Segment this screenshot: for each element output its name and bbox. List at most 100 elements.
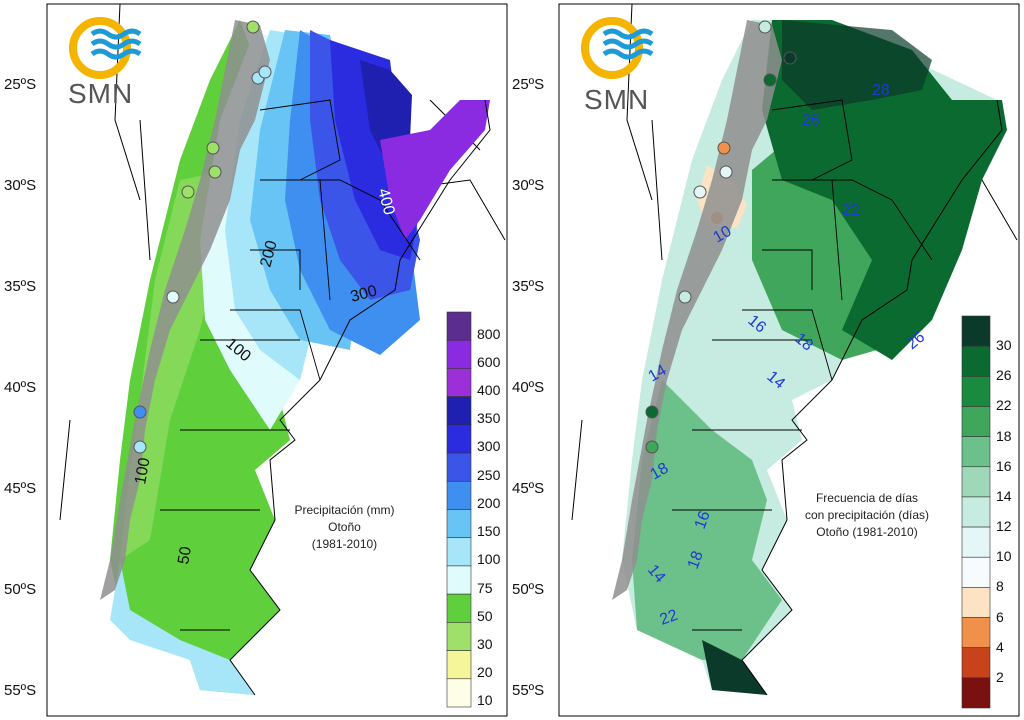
- andes-relief: [612, 20, 782, 600]
- legend-swatch: [446, 368, 472, 397]
- precipitation-map: 400 200 300 100 100 50: [46, 3, 508, 717]
- legend-swatch: [446, 565, 472, 595]
- frequency-map-panel: 28 26 22 10 16 18 14 14 18 18 16 14 22 2…: [512, 0, 1024, 720]
- station-dot: [645, 405, 659, 419]
- legend-label: 10: [477, 692, 493, 709]
- contour-label-300: 300: [349, 283, 379, 306]
- latitude-label: 35ºS: [4, 278, 37, 295]
- waves-icon: [90, 28, 142, 60]
- logo-text: SMN: [584, 84, 650, 115]
- legend-label: 200: [477, 494, 501, 511]
- station-dot: [258, 65, 272, 79]
- legend-swatch: [446, 593, 472, 623]
- station-dot: [246, 20, 260, 34]
- frequency-legend: [961, 315, 991, 709]
- legend-swatch: [961, 466, 991, 498]
- smn-logo: [69, 17, 142, 79]
- station-dot: [678, 290, 692, 304]
- map-title-line1: Frecuencia de días: [815, 491, 919, 505]
- legend-swatch: [961, 376, 991, 407]
- region-verydark: [782, 20, 932, 110]
- contour-label-50: 50: [175, 545, 195, 566]
- station-dot: [763, 73, 777, 87]
- legend-label: 400: [477, 382, 501, 398]
- frequency-map: 28 26 22 10 16 18 14 14 18 18 16 14 22 2…: [558, 3, 1020, 717]
- legend-swatch: [961, 647, 991, 679]
- legend-label: 2: [996, 668, 1004, 685]
- legend-label: 600: [477, 353, 501, 370]
- legend-label: 150: [477, 523, 501, 540]
- legend-label: 75: [477, 579, 493, 596]
- station-dot: [645, 440, 659, 454]
- legend-swatch: [961, 406, 991, 437]
- sun-icon: [69, 17, 131, 79]
- legend-label: 350: [477, 410, 501, 427]
- station-dot: [206, 141, 220, 155]
- legend-label: 16: [996, 457, 1012, 474]
- map-title: Frecuencia de días con precipitación (dí…: [772, 490, 962, 541]
- map-title: Precipitación (mm) Otoño (1981-2010): [262, 502, 427, 553]
- legend-swatch: [446, 396, 472, 426]
- andes-relief: [100, 20, 270, 600]
- map-title-line2: Otoño: [328, 520, 361, 534]
- latitude-label: 40ºS: [4, 379, 37, 396]
- station-dot: [166, 290, 180, 304]
- map-title-line3: (1981-2010): [311, 537, 378, 551]
- legend-swatch: [446, 339, 472, 369]
- station-dot: [717, 141, 731, 155]
- station-dot: [758, 20, 772, 34]
- legend-swatch: [961, 345, 991, 377]
- latitude-label: 50ºS: [4, 581, 37, 598]
- latitude-label: 25ºS: [4, 76, 37, 93]
- contour-label: 22: [842, 202, 860, 219]
- legend-label: 4: [996, 638, 1004, 655]
- legend-label: 8: [996, 578, 1004, 595]
- station-dot: [783, 51, 797, 65]
- latitude-label: 30ºS: [512, 177, 545, 194]
- map-title-line1: Precipitación (mm): [294, 503, 395, 517]
- legend-swatch: [446, 678, 472, 708]
- precipitation-map-panel: 400 200 300 100 100 50 SMN 25ºS 30ºS 35ºS 4…: [4, 3, 508, 717]
- legend-swatch: [446, 650, 472, 680]
- latitude-label: 50ºS: [512, 581, 545, 598]
- province-borders: [672, 99, 933, 631]
- legend-swatch: [446, 480, 472, 510]
- province-borders: [160, 99, 421, 631]
- legend-label: 250: [477, 466, 501, 483]
- legend-swatch: [446, 622, 472, 651]
- latitude-label: 55ºS: [512, 682, 545, 699]
- region-southtip: [702, 640, 767, 695]
- smn-logo: [581, 17, 654, 79]
- legend-swatch: [961, 315, 991, 347]
- legend-label: 800: [477, 325, 501, 342]
- legend-swatch: [961, 496, 991, 528]
- contour-label: 10: [711, 223, 735, 247]
- contour-label: 18: [685, 549, 707, 572]
- legend-label: 22: [996, 397, 1012, 414]
- latitude-label: 45ºS: [512, 480, 545, 497]
- legend-label: 6: [996, 608, 1004, 625]
- contour-label: 18: [648, 460, 672, 484]
- latitude-label: 25ºS: [512, 76, 545, 93]
- legend-label: 30: [477, 635, 493, 652]
- legend-swatch: [961, 677, 991, 709]
- map-title-line2: con precipitación (días): [804, 508, 930, 522]
- legend-swatch: [446, 424, 472, 454]
- contour-label: 22: [658, 607, 681, 629]
- legend-label: 100: [477, 551, 501, 568]
- legend-label: 30: [996, 337, 1012, 354]
- waves-icon: [602, 28, 654, 60]
- station-dot: [133, 440, 147, 454]
- station-dot: [208, 165, 222, 179]
- contour-label: 14: [646, 362, 670, 386]
- legend-swatch: [961, 617, 991, 648]
- legend-swatch: [446, 311, 472, 341]
- legend-swatch: [961, 526, 991, 558]
- contour-label: 26: [802, 112, 820, 129]
- station-dot: [719, 165, 733, 179]
- legend-label: 10: [996, 548, 1012, 565]
- legend-swatch: [961, 436, 991, 468]
- coastline: [229, 99, 491, 696]
- contour-label-400: 400: [374, 187, 397, 217]
- latitude-label: 35ºS: [512, 278, 545, 295]
